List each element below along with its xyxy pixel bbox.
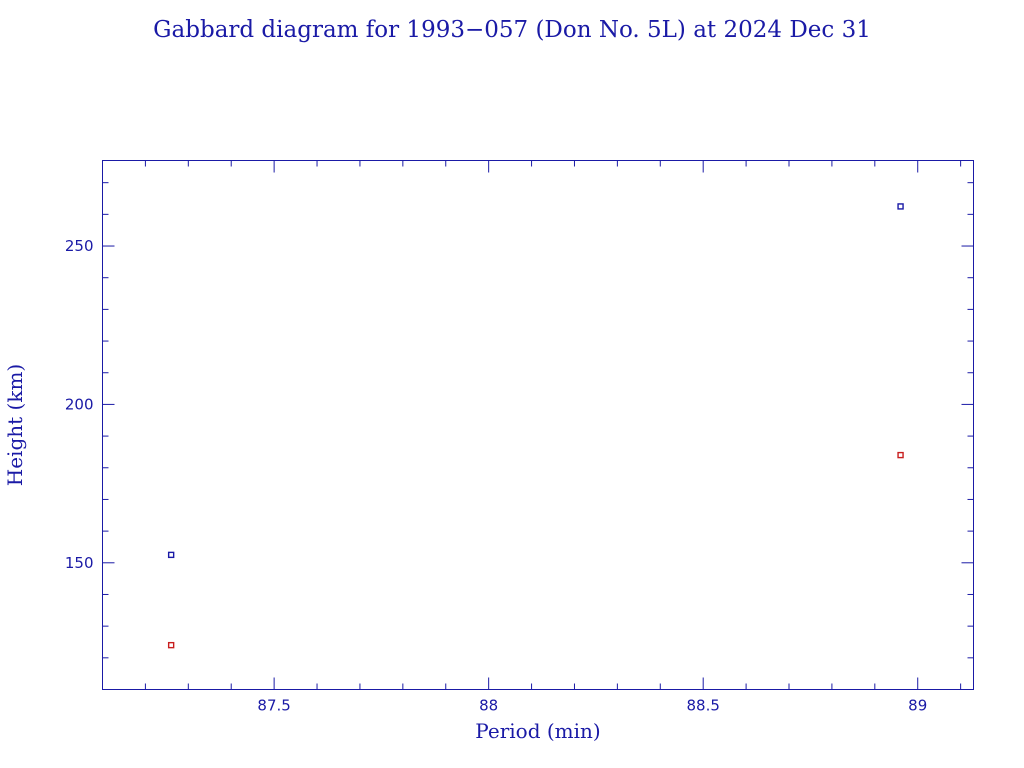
plot-frame	[102, 160, 974, 690]
data-points	[167, 203, 904, 649]
y-axis-label: Height (km)	[3, 364, 27, 486]
data-point	[167, 641, 175, 649]
y-tick-label: 250	[65, 237, 94, 255]
data-point	[167, 551, 175, 559]
chart-title: Gabbard diagram for 1993−057 (Don No. 5L…	[153, 17, 871, 43]
tick-labels: 87.5 88 88.5 89 150 200 250	[65, 237, 927, 714]
data-point	[897, 203, 904, 210]
x-tick-label: 88.5	[686, 697, 719, 715]
y-tick-label: 200	[65, 395, 94, 413]
x-tick-label: 87.5	[257, 697, 290, 715]
axis-ticks	[102, 160, 974, 690]
x-tick-label: 88	[479, 697, 498, 715]
x-tick-label: 89	[908, 697, 927, 715]
data-point	[897, 451, 904, 459]
x-axis-label: Period (min)	[475, 719, 600, 743]
y-tick-label: 150	[65, 554, 94, 572]
